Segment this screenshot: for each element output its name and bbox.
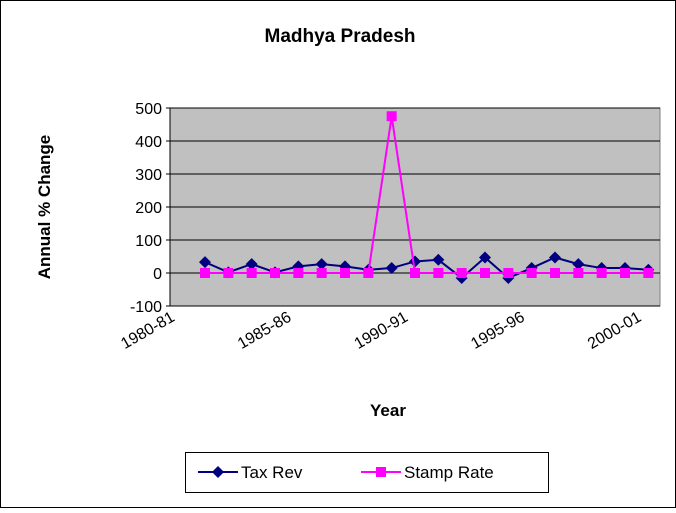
legend-marker — [212, 466, 224, 478]
data-point — [340, 268, 350, 278]
data-point — [456, 268, 467, 278]
data-point — [410, 268, 420, 278]
data-point — [480, 268, 490, 278]
data-point — [643, 268, 654, 278]
data-point — [293, 268, 304, 278]
data-point — [572, 258, 585, 271]
legend-label: Tax Rev — [241, 463, 303, 482]
data-point — [386, 111, 397, 122]
chart-title: Madhya Pradesh — [265, 26, 416, 47]
y-tick-label: 200 — [135, 200, 162, 217]
data-point — [596, 268, 607, 278]
y-axis-label: Annual % Change — [35, 135, 54, 280]
data-point — [573, 268, 584, 278]
data-point — [479, 251, 491, 264]
data-point — [245, 258, 258, 271]
data-point — [270, 268, 280, 278]
data-point — [620, 268, 630, 278]
legend-marker — [376, 467, 386, 477]
y-tick-label: 400 — [135, 134, 162, 151]
y-tick-label: 300 — [135, 167, 162, 184]
y-tick-label: 500 — [135, 101, 162, 118]
y-tick-label: 0 — [153, 266, 162, 283]
data-point — [550, 268, 560, 278]
data-point — [200, 268, 210, 278]
x-axis-label: Year — [370, 401, 406, 420]
data-point — [199, 256, 211, 269]
data-point — [223, 268, 234, 278]
data-point — [385, 262, 398, 275]
data-point — [549, 251, 561, 264]
data-point — [526, 268, 537, 278]
data-point — [315, 258, 328, 271]
y-tick-label: 100 — [135, 233, 162, 250]
data-point — [363, 268, 374, 278]
y-tick-label: -100 — [130, 299, 162, 316]
data-point — [316, 268, 327, 278]
data-point — [433, 268, 444, 278]
data-point — [246, 268, 257, 278]
data-point — [432, 253, 445, 266]
legend-label: Stamp Rate — [404, 463, 494, 482]
data-point — [503, 268, 514, 278]
